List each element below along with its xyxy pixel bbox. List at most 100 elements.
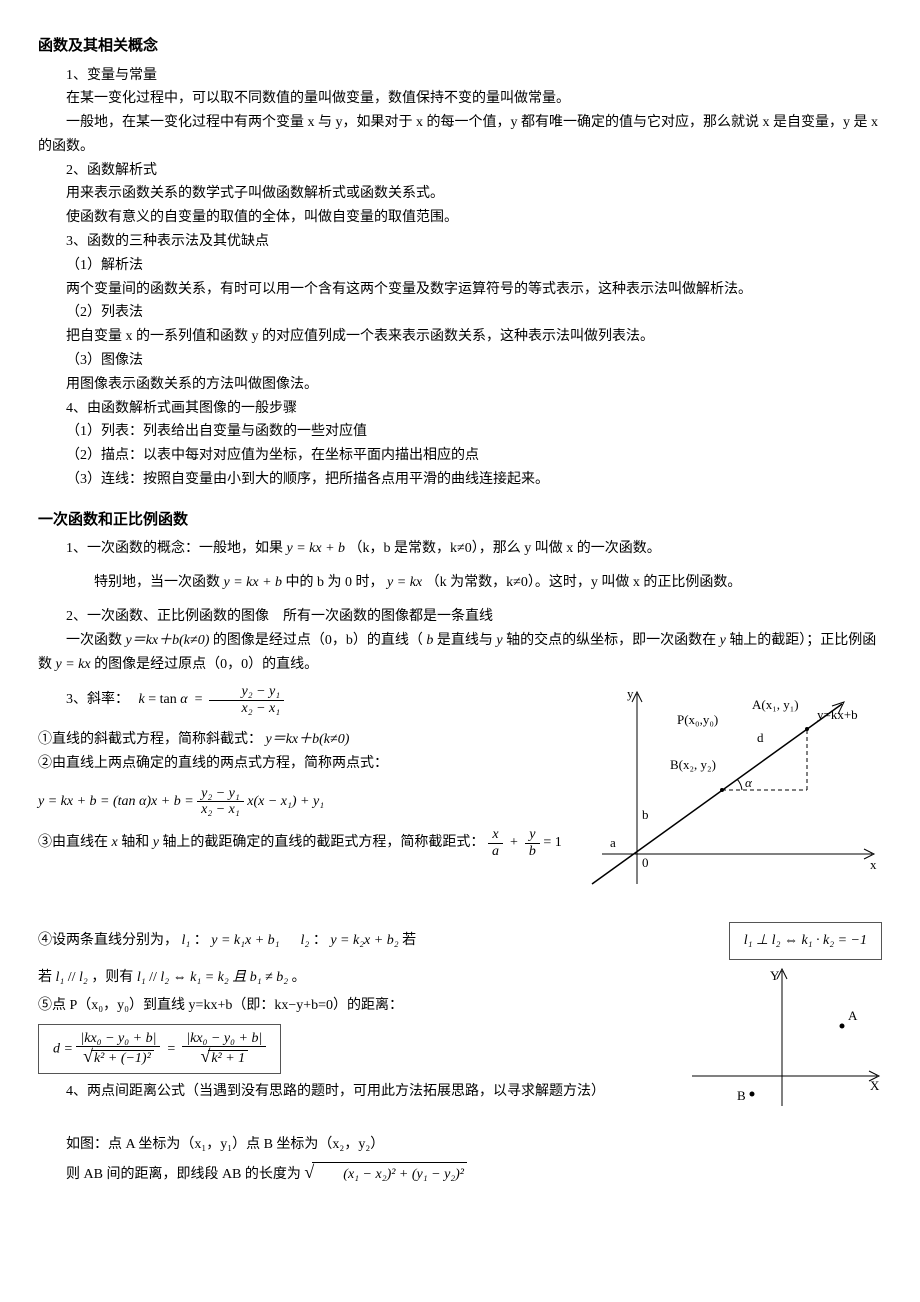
s2-p3: 2、一次函数、正比例函数的图像 所有一次函数的图像都是一条直线 xyxy=(38,605,882,629)
p8e: 轴上的截距确定的直线的截距式方程，简称截距式： xyxy=(162,836,484,851)
p8a: ③由直线在 xyxy=(38,836,112,851)
s1-p15: （1）列表：列表给出自变量与函数的一些对应值 xyxy=(38,420,882,444)
s2-p1a: 1、一次函数的概念：一般地，如果 xyxy=(66,541,287,556)
d1-xlabel: x xyxy=(870,857,877,872)
d2-B: B xyxy=(737,1088,746,1103)
eq7-den: x₂ − x₁ xyxy=(197,802,244,817)
eq7-frac: y₂ − y₁ x₂ − x₁ xyxy=(197,786,244,818)
slope-k: k xyxy=(139,692,145,707)
p8d: y xyxy=(153,836,159,851)
p8b: x xyxy=(112,836,118,851)
s2-p5: 3、斜率： k = tan α = y₂ − y₁ x₂ − x₁ xyxy=(38,684,582,716)
s2-p2-eq2: y = kx xyxy=(387,575,422,590)
p9b: 若 xyxy=(402,933,416,948)
p8-yb: y xyxy=(525,827,540,843)
perp-box: l₁ ⊥ l₂ ⇔ k₁ · k₂ = −1 xyxy=(729,922,882,960)
s1-p4: 2、函数解析式 xyxy=(38,159,882,183)
p10d: // xyxy=(149,970,160,985)
s1-p9: 两个变量间的函数关系，有时可以用一个含有这两个变量及数字运算符号的等式表示，这种… xyxy=(38,278,882,302)
d1-origin: 0 xyxy=(642,855,649,870)
p9-l1: l₁ xyxy=(182,933,191,948)
s2-p6eq: y＝kx＋b(k≠0) xyxy=(266,732,350,747)
slope-frac: y₂ − y₁ x₂ − x₁ xyxy=(209,684,284,716)
p8-xa: x xyxy=(488,827,503,843)
s2-p7: ②由直线上两点确定的直线的两点式方程，简称两点式： xyxy=(38,752,582,776)
s1-p3: 一般地，在某一变化过程中有两个变量 x 与 y，如果对于 x 的每一个值，y 都… xyxy=(38,111,882,159)
eq7-a: y = kx + b = (tan α)x + b = xyxy=(38,794,197,809)
d2-Y: Y xyxy=(770,968,780,983)
s1-p1: 1、变量与常量 xyxy=(38,64,882,88)
p9-c1: ： xyxy=(194,933,208,948)
box2-den1: k² + (−1)² xyxy=(91,1050,154,1066)
p9-eq1: y = k₁x + b₁ xyxy=(211,933,279,948)
p9-l2: l₂ xyxy=(301,933,310,948)
s1-p12: （3）图像法 xyxy=(38,349,882,373)
d2-X: X xyxy=(870,1078,880,1093)
s2-p1: 1、一次函数的概念：一般地，如果 y = kx + b （k，b 是常数，k≠0… xyxy=(38,537,882,561)
p14-sqrt: (x₁ − x₂)² + (y₁ − y₂)² xyxy=(312,1162,467,1187)
d1-A: A(x₁, y₁) xyxy=(752,697,799,712)
s2-p1-eq: y = kx + b xyxy=(287,541,346,556)
s2-p4e: y xyxy=(496,633,502,648)
s2-p6a: ①直线的斜截式方程，简称斜截式： xyxy=(38,732,262,747)
s2-p9: ④设两条直线分别为， l₁ ： y = k₁x + b₁ l₂ ： y = k₂… xyxy=(38,929,729,953)
p10c: ，则有 xyxy=(91,970,137,985)
s1-p2: 在某一变化过程中，可以取不同数值的量叫做变量，数值保持不变的量叫做常量。 xyxy=(38,87,882,111)
s2-p2b: 中的 b 为 0 时， xyxy=(286,575,388,590)
s2-p4-eq1: y＝kx＋b(k≠0) xyxy=(126,633,210,648)
d1-ylabel: y xyxy=(627,686,634,701)
d1-B: B(x₂, y₂) xyxy=(670,757,716,772)
p10-l1b: l₁ xyxy=(137,970,146,985)
p8-frac2: y b xyxy=(525,827,540,859)
eq7-b: x(x − x₁) + y₁ xyxy=(247,794,324,809)
distance-box: d = |kx₀ − y₀ + b| √k² + (−1)² = |kx₀ − … xyxy=(38,1024,281,1074)
d1-P: P(x₀,y₀) xyxy=(677,712,718,727)
s1-p8: （1）解析法 xyxy=(38,254,882,278)
s2-p4b: 的图像是经过点（0，b）的直线（ xyxy=(213,633,423,648)
s1-p16: （2）描点：以表中每对对应值为坐标，在坐标平面内描出相应的点 xyxy=(38,444,882,468)
section2-title: 一次函数和正比例函数 xyxy=(38,508,882,534)
section1-title: 函数及其相关概念 xyxy=(38,34,882,60)
p9-c2: ： xyxy=(313,933,327,948)
p8c: 轴和 xyxy=(121,836,153,851)
p9-sp xyxy=(283,933,297,948)
s2-p2: 特别地，当一次函数 y = kx + b 中的 b 为 0 时， y = kx … xyxy=(38,571,882,595)
s2-p12: 4、两点间距离公式（当遇到没有思路的题时，可用此方法拓展思路，以寻求解题方法） xyxy=(38,1080,682,1104)
s2-p6: ①直线的斜截式方程，简称斜截式： y＝kx＋b(k≠0) xyxy=(38,728,582,752)
p8-b: b xyxy=(525,844,540,859)
s2-p11: ⑤点 P（x₀，y₀）到直线 y=kx+b（即：kx−y+b=0）的距离： xyxy=(38,994,682,1018)
p8-eq1: = 1 xyxy=(543,836,561,851)
s1-p6: 使函数有意义的自变量的取值的全体，叫做自变量的取值范围。 xyxy=(38,206,882,230)
s2-p10: 若 l₁ // l₂ ，则有 l₁ // l₂ ⇔ k₁ = k₂ 且 b₁ ≠… xyxy=(38,966,682,990)
p8-frac1: x a xyxy=(488,827,503,859)
p10-l2: l₂ xyxy=(79,970,88,985)
s2-p4a: 一次函数 xyxy=(66,633,126,648)
box2-d: d = xyxy=(53,1041,76,1056)
box2-den2: k² + 1 xyxy=(208,1050,248,1066)
s2-p4d: 是直线与 xyxy=(437,633,497,648)
box2-num2: |kx₀ − y₀ + b| xyxy=(182,1031,266,1047)
d1-alpha: α xyxy=(745,775,753,790)
s1-p13: 用图像表示函数关系的方法叫做图像法。 xyxy=(38,373,882,397)
d1-d: d xyxy=(757,730,764,745)
xy-diagram: Y X A B xyxy=(682,966,882,1116)
box2-num1: |kx₀ − y₀ + b| xyxy=(76,1031,160,1047)
s2-p4c: b xyxy=(426,633,433,648)
s2-p1b: （k，b 是常数，k≠0），那么 y 叫做 x 的一次函数。 xyxy=(349,541,661,556)
s1-p5: 用来表示函数关系的数学式子叫做函数解析式或函数关系式。 xyxy=(38,182,882,206)
p8-a: a xyxy=(488,844,503,859)
s2-p2-eq1: y = kx + b xyxy=(224,575,283,590)
slope-diagram: y x 0 y=kx+b A(x₁, y₁) P(x₀,y₀) d B(x₂, … xyxy=(582,684,882,909)
p10-l1: l₁ xyxy=(56,970,65,985)
p10f: 。 xyxy=(292,970,306,985)
s2-p14: 则 AB 间的距离，即线段 AB 的长度为 √(x₁ − x₂)² + (y₁ … xyxy=(38,1157,882,1188)
s2-eq7: y = kx + b = (tan α)x + b = y₂ − y₁ x₂ −… xyxy=(38,786,582,818)
s1-p7: 3、函数的三种表示法及其优缺点 xyxy=(38,230,882,254)
p14a: 则 AB 间的距离，即线段 AB 的长度为 xyxy=(66,1167,301,1182)
s2-p2a: 特别地，当一次函数 xyxy=(94,575,224,590)
slope-eq: = tan xyxy=(148,692,177,707)
s2-p4-eq2: y = kx xyxy=(56,657,91,672)
s2-p13: 如图：点 A 坐标为（x₁，y₁）点 B 坐标为（x₂，y₂） xyxy=(38,1133,882,1157)
slope-alpha: α xyxy=(180,692,187,707)
s2-p4g: y xyxy=(720,633,726,648)
